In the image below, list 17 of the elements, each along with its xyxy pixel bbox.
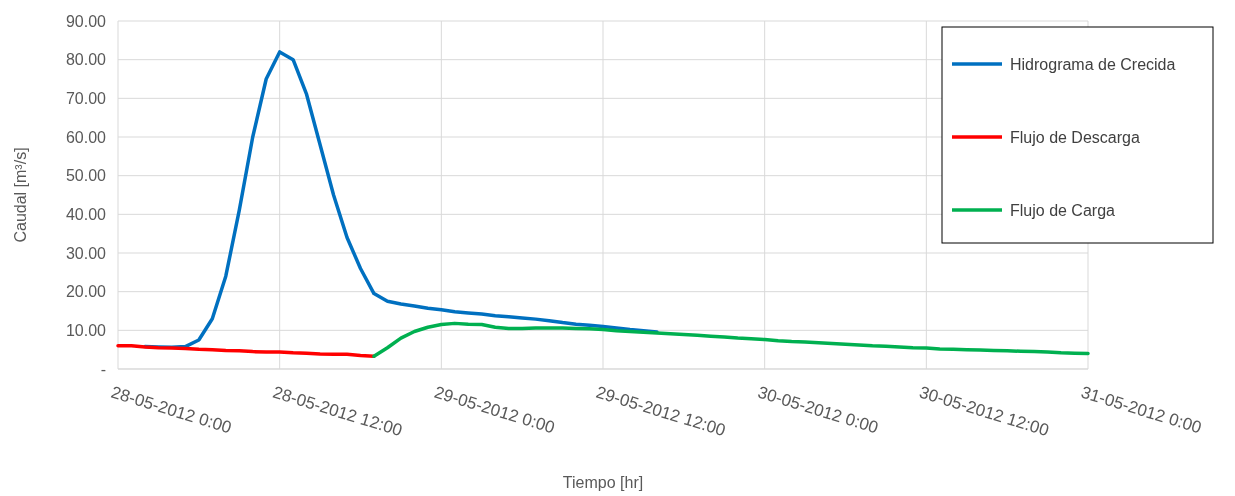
y-tick-label: 70.00 [65,89,107,107]
y-tick-label: 20.00 [65,283,107,301]
y-tick-label: 90.00 [65,12,107,30]
y-tick-label: 10.00 [65,321,107,339]
y-tick-label: 50.00 [65,167,107,185]
line-series [116,344,376,358]
y-tick-label: 80.00 [65,51,107,69]
legend-label: Hidrograma de Crecida [1010,55,1176,73]
x-axis-title: Tiempo [hr] [562,474,644,491]
y-axis-title: Caudal [m³/s] [12,147,29,243]
y-tick-label: - [100,360,106,378]
y-tick-label: 40.00 [65,205,107,223]
y-tick-label: 30.00 [65,244,107,262]
y-tick-label: 60.00 [65,128,107,146]
legend-label: Flujo de Carga [1010,201,1116,219]
legend-label: Flujo de Descarga [1010,128,1140,146]
line-series [372,321,1090,358]
